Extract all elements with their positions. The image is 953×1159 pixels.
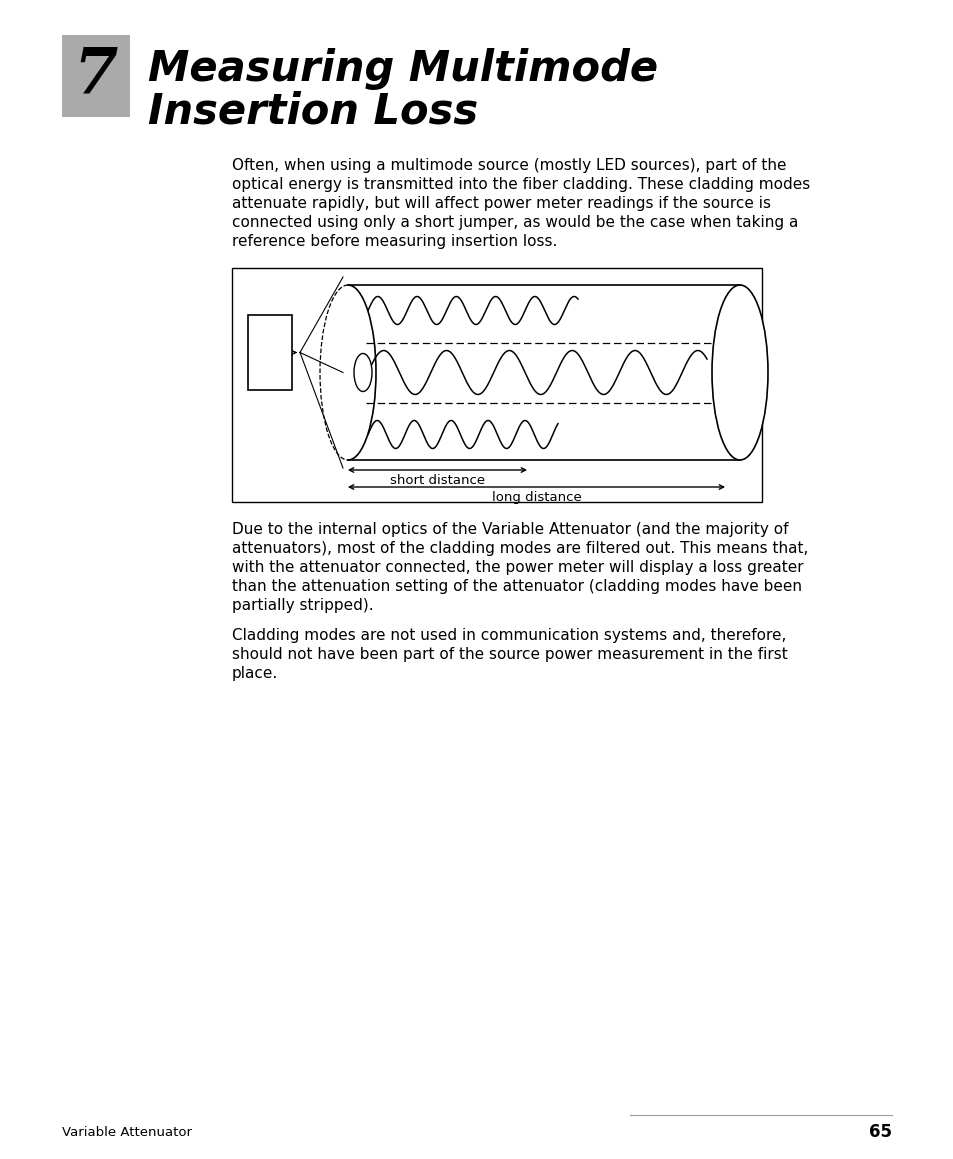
Bar xyxy=(62,35,130,117)
Text: Cladding modes are not used in communication systems and, therefore,: Cladding modes are not used in communica… xyxy=(232,628,785,643)
Text: Measuring Multimode: Measuring Multimode xyxy=(148,48,658,90)
Text: attenuators), most of the cladding modes are filtered out. This means that,: attenuators), most of the cladding modes… xyxy=(232,541,807,556)
Text: connected using only a short jumper, as would be the case when taking a: connected using only a short jumper, as … xyxy=(232,216,798,229)
Text: attenuate rapidly, but will affect power meter readings if the source is: attenuate rapidly, but will affect power… xyxy=(232,196,770,211)
Text: partially stripped).: partially stripped). xyxy=(232,598,374,613)
Bar xyxy=(248,315,292,389)
Text: long distance: long distance xyxy=(491,491,580,504)
Text: 65: 65 xyxy=(868,1123,891,1140)
Text: Variable Attenuator: Variable Attenuator xyxy=(62,1125,192,1138)
Text: Often, when using a multimode source (mostly LED sources), part of the: Often, when using a multimode source (mo… xyxy=(232,158,785,173)
Text: place.: place. xyxy=(232,666,278,681)
Text: Insertion Loss: Insertion Loss xyxy=(148,90,477,132)
Text: with the attenuator connected, the power meter will display a loss greater: with the attenuator connected, the power… xyxy=(232,560,802,575)
Text: than the attenuation setting of the attenuator (cladding modes have been: than the attenuation setting of the atte… xyxy=(232,580,801,595)
Text: 7: 7 xyxy=(73,45,118,107)
Text: short distance: short distance xyxy=(390,474,484,487)
Ellipse shape xyxy=(354,353,372,392)
Ellipse shape xyxy=(711,285,767,460)
Text: Due to the internal optics of the Variable Attenuator (and the majority of: Due to the internal optics of the Variab… xyxy=(232,522,788,537)
Text: reference before measuring insertion loss.: reference before measuring insertion los… xyxy=(232,234,557,249)
Bar xyxy=(232,268,761,502)
Text: optical energy is transmitted into the fiber cladding. These cladding modes: optical energy is transmitted into the f… xyxy=(232,177,809,192)
Text: should not have been part of the source power measurement in the first: should not have been part of the source … xyxy=(232,647,787,662)
